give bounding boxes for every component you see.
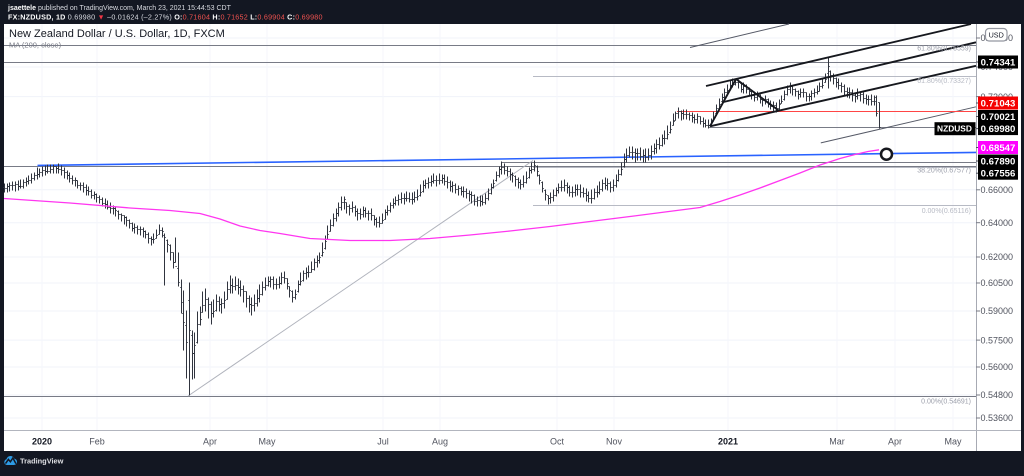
svg-text:0.54800: 0.54800 (981, 390, 1014, 400)
svg-text:2020: 2020 (32, 437, 52, 447)
svg-text:2021: 2021 (718, 437, 738, 447)
svg-text:0.62000: 0.62000 (981, 252, 1014, 262)
svg-text:Oct: Oct (550, 437, 565, 447)
svg-text:0.67890: 0.67890 (981, 156, 1016, 167)
svg-text:Apr: Apr (888, 437, 902, 447)
svg-text:USD: USD (989, 31, 1004, 40)
svg-text:0.64000: 0.64000 (981, 218, 1014, 228)
svg-text:NZDUSD: NZDUSD (937, 124, 972, 134)
svg-text:0.68547: 0.68547 (981, 143, 1016, 154)
svg-text:0.56000: 0.56000 (981, 362, 1014, 372)
svg-text:May: May (944, 437, 962, 447)
svg-text:Aug: Aug (432, 437, 448, 447)
svg-text:0.60500: 0.60500 (981, 278, 1014, 288)
svg-text:0.59000: 0.59000 (981, 306, 1014, 316)
svg-text:0.57500: 0.57500 (981, 335, 1014, 345)
svg-text:MA (200, close): MA (200, close) (9, 41, 62, 50)
svg-text:0.00%(0.65116): 0.00%(0.65116) (922, 208, 971, 215)
svg-text:Jul: Jul (377, 437, 389, 447)
svg-text:Nov: Nov (606, 437, 623, 447)
svg-text:0.66000: 0.66000 (981, 185, 1014, 195)
svg-text:0.00%(0.54691): 0.00%(0.54691) (921, 399, 971, 406)
svg-text:0.74341: 0.74341 (981, 57, 1016, 68)
svg-text:61.80%(0.75559): 61.80%(0.75559) (917, 45, 971, 52)
svg-text:TradingView: TradingView (20, 456, 64, 465)
svg-text:Apr: Apr (203, 437, 217, 447)
svg-text:0.71043: 0.71043 (981, 98, 1016, 109)
svg-text:Mar: Mar (829, 437, 845, 447)
svg-text:jsaettele published on Trading: jsaettele published on TradingView.com, … (7, 5, 232, 12)
svg-text:0.67556: 0.67556 (981, 169, 1016, 180)
svg-text:May: May (258, 437, 276, 447)
svg-text:38.20%(0.67577): 38.20%(0.67577) (917, 167, 971, 174)
svg-text:0.70021: 0.70021 (981, 112, 1016, 123)
svg-text:New Zealand Dollar / U.S. Doll: New Zealand Dollar / U.S. Dollar, 1D, FX… (9, 28, 225, 40)
svg-text:Feb: Feb (89, 437, 105, 447)
svg-text:0.69980: 0.69980 (981, 124, 1016, 135)
svg-text:0.53600: 0.53600 (981, 413, 1014, 423)
svg-text:FX:NZDUSD, 1D 0.69980 ▼ –0.01: FX:NZDUSD, 1D 0.69980 ▼ –0.01624 (–2.27%… (8, 13, 323, 22)
svg-text:61.80%(0.73327): 61.80%(0.73327) (917, 78, 971, 85)
